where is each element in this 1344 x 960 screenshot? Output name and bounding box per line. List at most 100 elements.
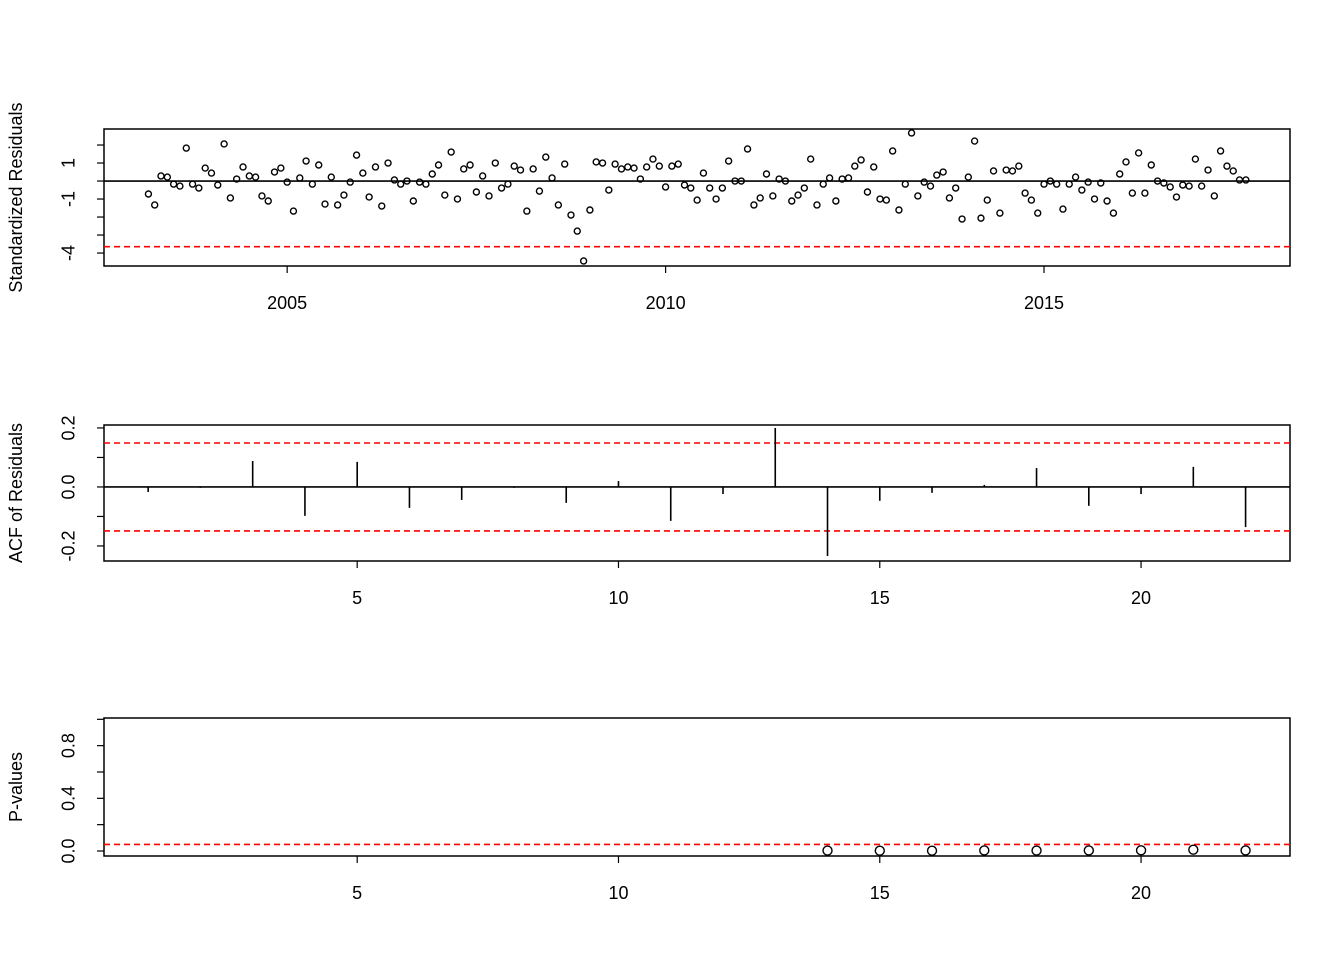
point [434, 161, 443, 169]
point [1002, 166, 1010, 174]
point [1065, 180, 1073, 188]
point [699, 169, 708, 177]
point [1216, 147, 1225, 155]
point [1185, 182, 1193, 190]
point [926, 182, 935, 190]
point [1134, 149, 1143, 157]
point [327, 173, 335, 181]
point [321, 200, 329, 208]
point [970, 137, 979, 145]
point [283, 178, 291, 186]
point [472, 188, 481, 196]
point [371, 163, 380, 171]
point [1235, 176, 1244, 184]
y-tick-label: 0.0 [59, 838, 79, 863]
point [535, 187, 544, 195]
point [926, 845, 938, 856]
point [781, 177, 790, 185]
point [573, 227, 581, 235]
point [169, 180, 178, 188]
point [1109, 209, 1118, 217]
point [1122, 158, 1130, 166]
point [516, 166, 525, 174]
point [264, 197, 272, 205]
point [485, 192, 493, 200]
point [1090, 195, 1099, 203]
point [1153, 177, 1162, 185]
point [579, 257, 588, 265]
point [874, 845, 885, 856]
x-tick-label: 2005 [267, 293, 307, 313]
y-tick-label: 0.8 [59, 733, 79, 758]
point [655, 162, 664, 170]
x-tick-label: 10 [608, 883, 628, 903]
point [201, 164, 209, 172]
point [415, 178, 424, 186]
point [979, 845, 990, 856]
point [460, 165, 468, 173]
point [822, 845, 833, 856]
point [983, 196, 991, 204]
point [302, 157, 310, 165]
point [1040, 180, 1048, 188]
point [680, 181, 689, 189]
point [996, 209, 1004, 217]
point [270, 168, 279, 176]
point [1078, 186, 1086, 194]
x-tick-label: 2010 [646, 293, 686, 313]
point [1008, 167, 1017, 175]
plot-frame [103, 424, 1291, 562]
point [1135, 845, 1147, 856]
point [888, 147, 897, 155]
point [876, 195, 884, 203]
point [1128, 189, 1137, 197]
point [649, 155, 657, 163]
point [636, 175, 645, 183]
point [832, 197, 840, 205]
y-axis-title: ACF of Residuals [6, 423, 26, 563]
point [214, 181, 222, 189]
point [1046, 177, 1055, 185]
point [245, 172, 254, 180]
point [605, 186, 613, 194]
point [863, 188, 872, 196]
point [1116, 170, 1124, 178]
point [403, 177, 411, 185]
x-tick-label: 5 [352, 883, 362, 903]
point [554, 201, 563, 209]
point [1188, 844, 1199, 855]
x-tick-label: 20 [1131, 588, 1151, 608]
point [724, 157, 733, 165]
point [359, 169, 367, 177]
point [151, 201, 159, 209]
x-tick-label: 15 [870, 588, 890, 608]
point [750, 201, 758, 209]
point [1071, 173, 1080, 181]
point [762, 170, 771, 178]
point [933, 171, 941, 179]
point [258, 192, 266, 200]
point [378, 202, 386, 210]
point [1015, 162, 1023, 170]
point [630, 164, 638, 172]
point [844, 174, 853, 182]
x-tick-label: 20 [1131, 883, 1151, 903]
point [668, 162, 676, 170]
point [1027, 196, 1036, 204]
point [1179, 181, 1187, 189]
point [674, 160, 682, 168]
point [1031, 845, 1042, 856]
point [548, 174, 556, 182]
point [1021, 189, 1029, 197]
point [706, 184, 714, 192]
point [1210, 192, 1219, 200]
y-tick-label: -1 [59, 191, 79, 207]
plot-frame [103, 128, 1291, 267]
point [251, 173, 260, 181]
point [1240, 845, 1251, 856]
point [396, 180, 405, 188]
point [989, 167, 998, 175]
point [308, 180, 317, 188]
point [788, 197, 796, 205]
